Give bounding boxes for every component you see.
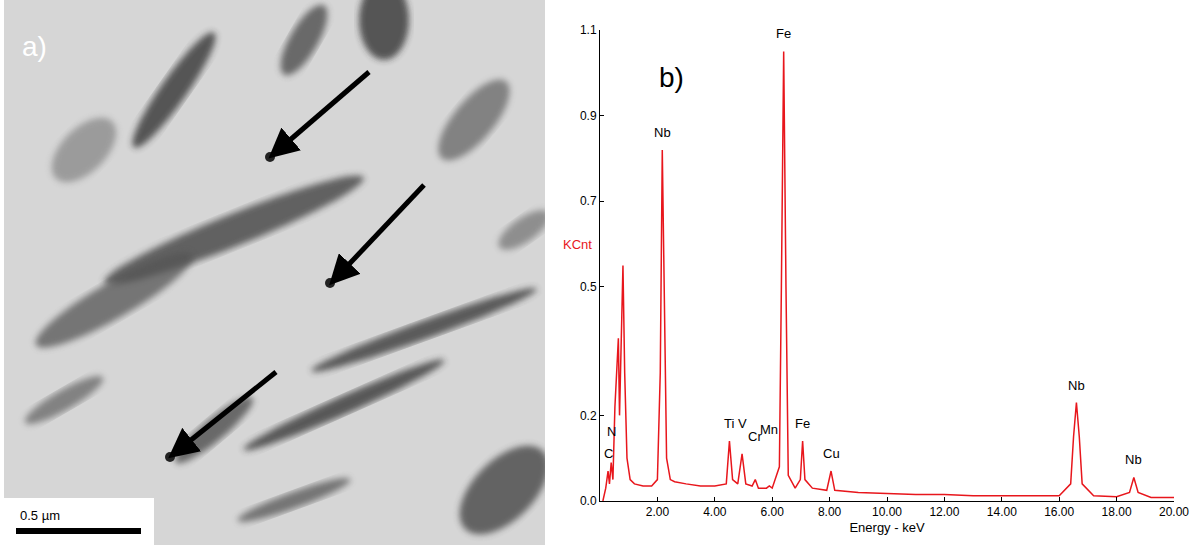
svg-text:14.00: 14.00	[987, 505, 1017, 519]
svg-text:0.5: 0.5	[580, 280, 597, 294]
svg-text:8.00: 8.00	[818, 505, 842, 519]
svg-text:20.00: 20.00	[1159, 505, 1189, 519]
svg-text:16.00: 16.00	[1044, 505, 1074, 519]
svg-text:b): b)	[659, 62, 684, 93]
svg-text:Energy - keV: Energy - keV	[849, 520, 924, 535]
svg-text:Cr: Cr	[748, 429, 762, 444]
svg-text:Nb: Nb	[654, 125, 671, 140]
svg-text:Ti: Ti	[724, 416, 734, 431]
svg-text:N: N	[607, 424, 616, 439]
svg-text:18.00: 18.00	[1102, 505, 1132, 519]
svg-text:C: C	[604, 446, 613, 461]
svg-text:6.00: 6.00	[761, 505, 785, 519]
svg-text:0.2: 0.2	[580, 409, 597, 423]
svg-text:1.1: 1.1	[580, 23, 597, 37]
svg-text:0.7: 0.7	[580, 194, 597, 208]
svg-text:0.0: 0.0	[580, 494, 597, 508]
svg-text:Cu: Cu	[823, 446, 840, 461]
svg-text:4.00: 4.00	[703, 505, 727, 519]
svg-text:0.5 µm: 0.5 µm	[20, 508, 60, 523]
svg-text:KCnt: KCnt	[563, 237, 592, 252]
svg-text:0.9: 0.9	[580, 109, 597, 123]
svg-text:a): a)	[22, 31, 47, 62]
svg-text:10.00: 10.00	[872, 505, 902, 519]
svg-text:2.00: 2.00	[646, 505, 670, 519]
svg-text:Fe: Fe	[776, 26, 791, 41]
svg-text:Fe: Fe	[795, 416, 810, 431]
svg-text:Mn: Mn	[760, 422, 778, 437]
svg-text:Nb: Nb	[1068, 378, 1085, 393]
svg-text:Nb: Nb	[1125, 452, 1142, 467]
svg-text:12.00: 12.00	[929, 505, 959, 519]
svg-text:V: V	[738, 416, 747, 431]
